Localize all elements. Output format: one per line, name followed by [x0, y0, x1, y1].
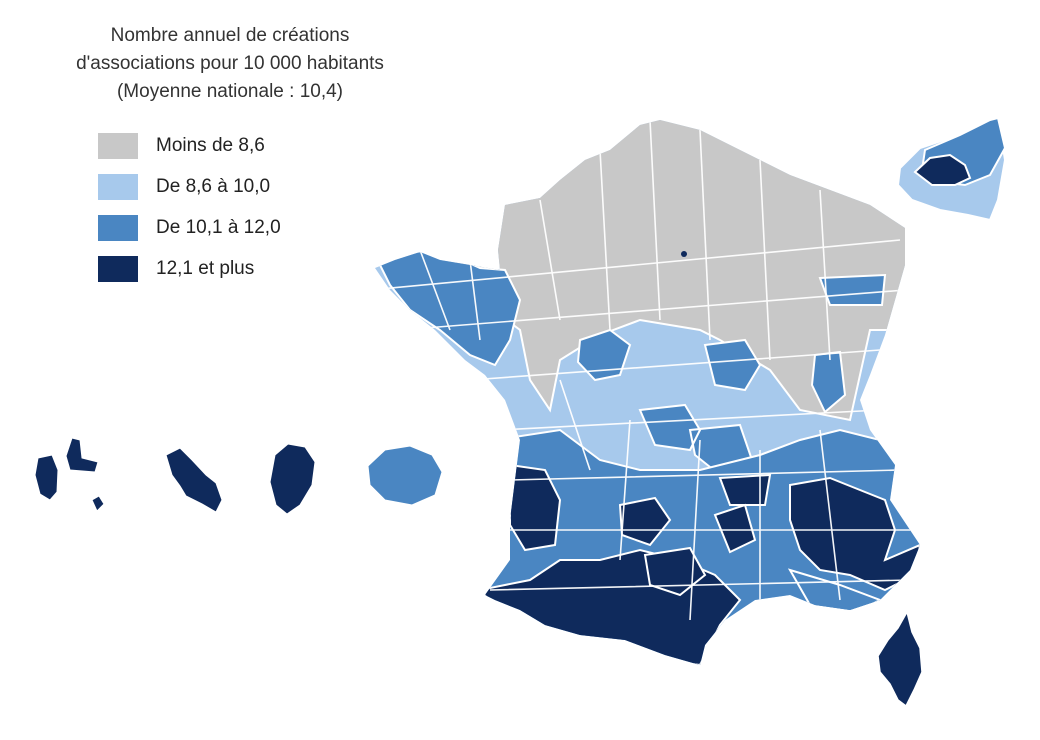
reunion-island	[367, 445, 443, 506]
department-borders	[375, 120, 920, 621]
martinique-island	[165, 447, 223, 513]
title-line-1: Nombre annuel de créations	[110, 25, 350, 46]
legend-label-low: De 8,6 à 10,0	[156, 176, 271, 197]
zone-center-mid-blue-2	[703, 338, 762, 392]
zone-alsace-mid-blue	[818, 273, 887, 306]
guyane-territory	[269, 443, 316, 515]
legend-swatch-grey	[98, 133, 138, 159]
guadeloupe-island	[34, 437, 105, 512]
legend-label-lowest: Moins de 8,6	[156, 135, 265, 156]
legend-label-high: 12,1 et plus	[156, 258, 255, 279]
legend-swatch-light-blue	[98, 174, 138, 200]
legend-item-lowest: Moins de 8,6	[98, 132, 281, 160]
paris-marker	[681, 251, 687, 257]
legend-label-mid: De 10,1 à 12,0	[156, 217, 281, 238]
corsica-island	[877, 609, 923, 708]
zone-cevennes-dark-blue	[713, 473, 772, 554]
legend-item-high: 12,1 et plus	[98, 255, 281, 283]
zone-southwest-dark-blue	[509, 463, 562, 552]
legend-swatch-mid-blue	[98, 215, 138, 241]
title-line-2: d'associations pour 10 000 habitants	[76, 53, 384, 74]
title-line-3: (Moyenne nationale : 10,4)	[116, 81, 344, 102]
legend-swatch-dark-blue	[98, 256, 138, 282]
zone-brittany-mid-blue	[375, 248, 522, 367]
paris-inset	[896, 116, 1007, 222]
map-title: Nombre annuel de créations d'association…	[40, 22, 420, 106]
legend-item-mid: De 10,1 à 12,0	[98, 214, 281, 242]
inset-paris	[913, 153, 972, 186]
legend: Moins de 8,6 De 8,6 à 10,0 De 10,1 à 12,…	[98, 132, 281, 296]
mainland-france	[375, 120, 920, 665]
legend-item-low: De 8,6 à 10,0	[98, 173, 281, 201]
